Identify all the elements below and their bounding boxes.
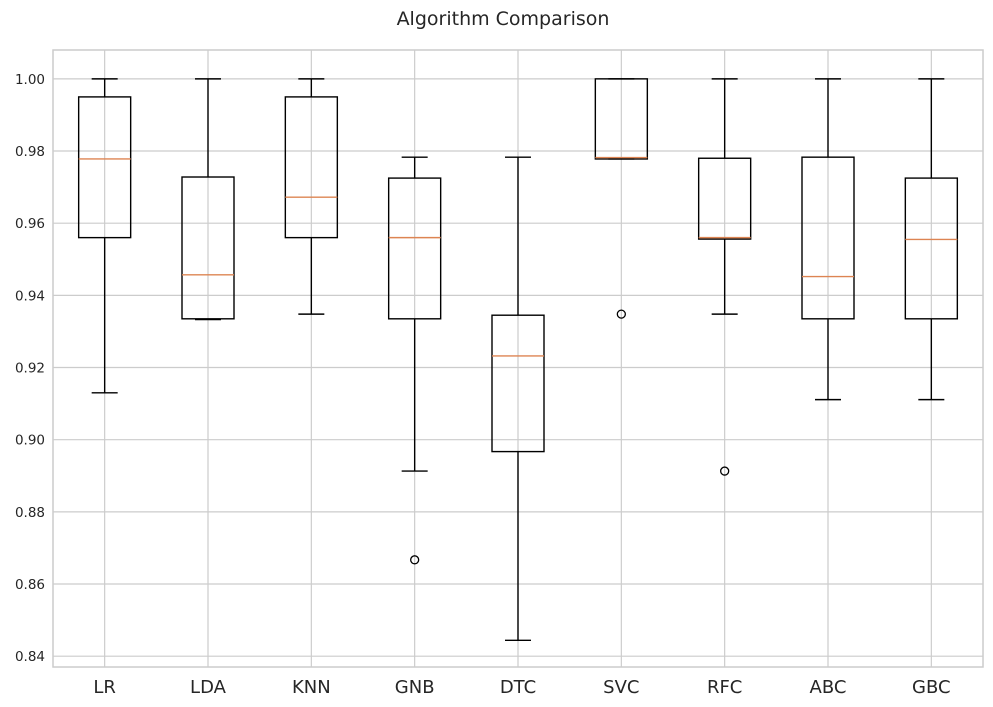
box-iqr: [77, 96, 132, 239]
y-tick-label: 0.96: [15, 216, 45, 232]
box-svc: [594, 78, 649, 319]
outlier-point: [720, 466, 730, 476]
box-iqr: [904, 177, 959, 320]
x-axis-tick-labels: LR LDA KNN GNB DTC SVC RFC ABC GBC: [93, 677, 950, 698]
box-knn: [284, 78, 339, 315]
box-abc: [801, 78, 855, 401]
box-dtc: [491, 156, 545, 641]
x-tick-label: GNB: [395, 677, 435, 698]
x-tick-label: LR: [93, 677, 116, 698]
y-tick-label: 0.88: [15, 505, 45, 521]
y-tick-label: 0.84: [15, 649, 45, 665]
outlier-point: [410, 555, 420, 565]
box-gbc: [904, 78, 959, 401]
x-tick-label: GBC: [912, 677, 951, 698]
y-axis-tick-labels: 0.84 0.86 0.88 0.90 0.92 0.94 0.96 0.98 1.00: [15, 72, 45, 665]
y-tick-label: 0.86: [15, 577, 45, 593]
x-tick-label: RFC: [707, 677, 742, 698]
x-tick-label: DTC: [500, 677, 536, 698]
outlier-point: [616, 309, 626, 319]
box-iqr: [284, 96, 339, 239]
y-tick-label: 0.92: [15, 361, 45, 377]
box-iqr: [181, 176, 235, 320]
box-rfc: [697, 78, 752, 476]
box-iqr: [387, 177, 442, 320]
box-gnb: [387, 156, 442, 565]
x-tick-label: KNN: [292, 677, 331, 698]
box-iqr: [491, 314, 545, 453]
x-tick-label: ABC: [810, 677, 847, 698]
x-tick-label: LDA: [190, 677, 227, 698]
box-iqr: [801, 156, 855, 320]
plot-area-frame: [52, 49, 984, 668]
box-lda: [181, 78, 235, 321]
y-tick-label: 0.94: [15, 288, 45, 304]
box-iqr: [697, 157, 752, 240]
y-tick-label: 0.98: [15, 144, 45, 160]
y-tick-label: 0.90: [15, 433, 45, 449]
box-series: [77, 78, 959, 641]
chart-title: Algorithm Comparison: [397, 8, 610, 30]
box-iqr: [594, 78, 649, 160]
x-tick-label: SVC: [603, 677, 639, 698]
y-tick-label: 1.00: [15, 72, 45, 88]
box-lr: [77, 78, 132, 394]
